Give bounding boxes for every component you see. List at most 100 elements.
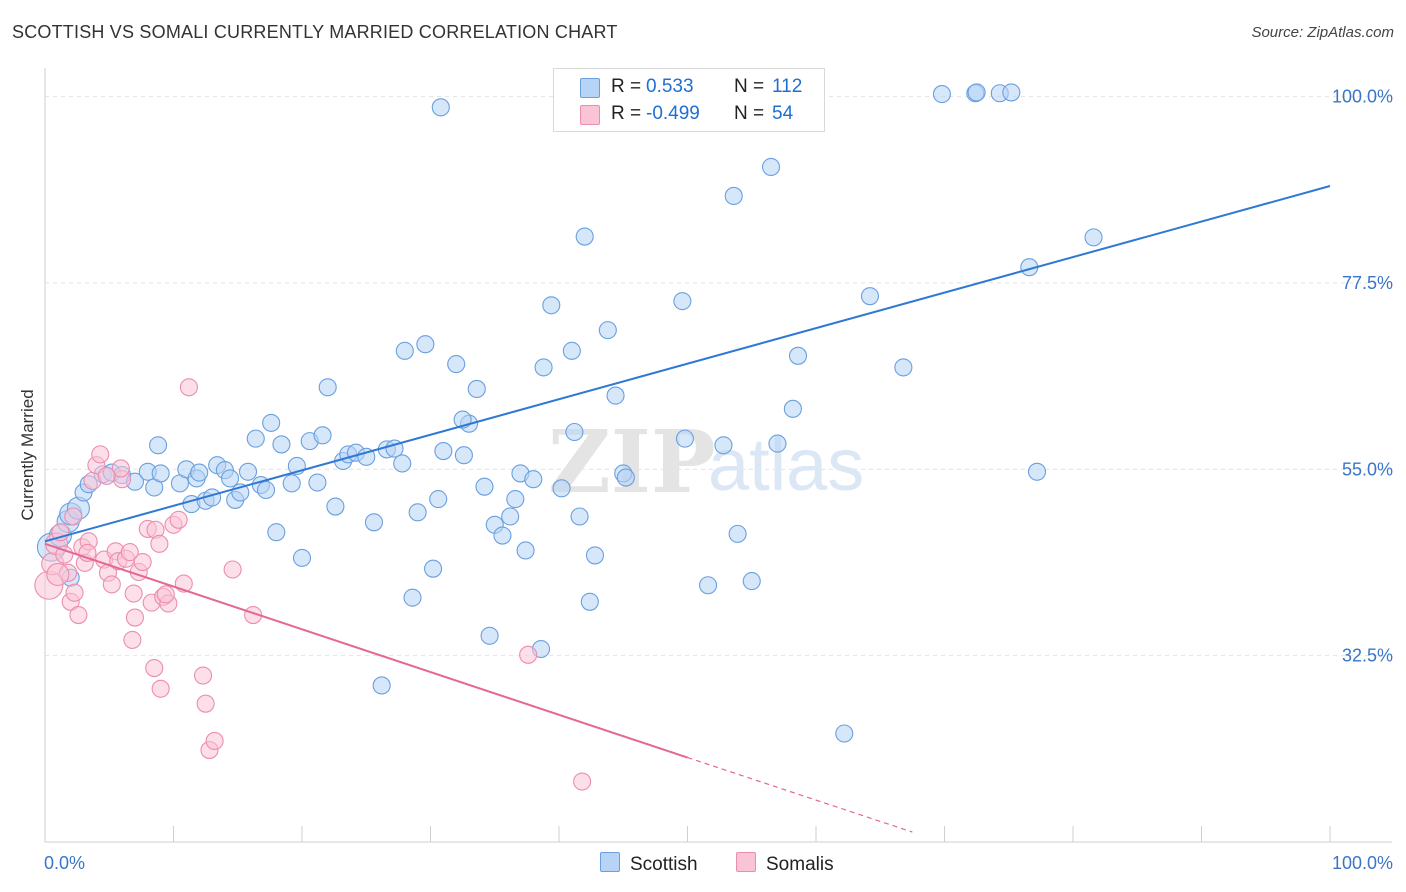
y-tick-label: 55.0% [1342, 459, 1393, 479]
scottish-point [724, 186, 743, 206]
somalis-point [573, 772, 592, 791]
legend-label-scottish: Scottish [630, 854, 698, 875]
scottish-point [788, 346, 808, 365]
scottish-point [267, 523, 286, 542]
scottish-point [246, 429, 265, 448]
somalis-point [46, 562, 70, 587]
source-label: Source: ZipAtlas.com [1251, 24, 1394, 41]
scottish-point [357, 447, 376, 466]
scottish-point [447, 355, 466, 374]
scottish-point [434, 442, 453, 461]
scottish-point [238, 462, 258, 481]
scottish-point [524, 470, 543, 489]
somalis-point [150, 534, 169, 553]
scottish-point [190, 463, 209, 482]
scottish-point [454, 446, 473, 465]
scottish-point [598, 321, 617, 340]
r-label: R = [611, 76, 642, 97]
somalis-point [120, 543, 139, 562]
scottish-point [768, 434, 787, 453]
scottish-point [575, 227, 594, 246]
scottish-point [516, 541, 535, 560]
y-tick-label: 100.0% [1332, 87, 1393, 107]
somalis-swatch [580, 105, 600, 125]
scottish-point [835, 724, 854, 743]
scottish-points [36, 83, 1103, 743]
scottish-point [256, 480, 276, 500]
scottish-point [364, 513, 384, 532]
somalis-point [194, 666, 213, 685]
scottish-point [475, 477, 494, 496]
r-label: R = [611, 103, 642, 124]
watermark-atlas: atlas [708, 423, 864, 506]
somalis-point [145, 659, 164, 678]
somalis-point [196, 694, 215, 713]
scottish-point [565, 422, 584, 442]
scottish-point [151, 464, 170, 483]
scottish-point [326, 497, 345, 516]
scottish-point [282, 474, 301, 493]
somalis-point [179, 378, 198, 397]
legend-label-somalis: Somalis [766, 854, 834, 875]
scottish-point [570, 507, 589, 526]
legend-item-scottish[interactable]: Scottish [600, 852, 698, 876]
somalis-point [97, 466, 116, 485]
scottish-point [542, 296, 561, 315]
scottish-point [308, 473, 327, 492]
scottish-point [552, 479, 571, 498]
n-value: 54 [772, 103, 794, 124]
scottish-point [728, 524, 747, 543]
n-label: N = [734, 103, 765, 124]
scottish-point [783, 399, 802, 418]
somalis-point [65, 583, 84, 602]
chart-title: SCOTTISH VS SOMALI CURRENTLY MARRIED COR… [12, 22, 618, 42]
scottish-point [714, 436, 733, 455]
somalis-point [111, 459, 130, 478]
somalis-point [205, 731, 224, 751]
somalis-point [55, 545, 74, 564]
scottish-point [395, 341, 414, 360]
n-label: N = [734, 76, 765, 97]
scottish-point [493, 526, 512, 545]
scottish-point [292, 548, 312, 567]
scottish-point [1084, 228, 1103, 247]
scottish-point [606, 386, 625, 405]
scottish-point [1002, 83, 1021, 102]
scottish-point [431, 98, 450, 117]
scottish-point [562, 341, 581, 360]
somalis-trend-extension [687, 756, 913, 833]
x-tick-label: 0.0% [44, 853, 85, 873]
scottish-swatch [580, 78, 600, 98]
scottish-point [313, 426, 332, 445]
scottish-point [506, 490, 525, 509]
scottish-point [429, 490, 448, 509]
scottish-point [894, 358, 913, 377]
scottish-point [616, 468, 635, 487]
scottish-point [272, 435, 291, 454]
scottish-point [742, 572, 761, 591]
scottish-point [761, 157, 781, 177]
scottish-point [480, 626, 499, 645]
somalis-point [124, 584, 143, 603]
scottish-point [403, 588, 422, 607]
scottish-point [408, 503, 427, 522]
scottish-point [699, 576, 718, 595]
somalis-point [223, 560, 242, 579]
legend-item-somalis[interactable]: Somalis [736, 852, 834, 876]
correlation-legend: R = 0.533 N = 112 R = -0.499 N = 54 [553, 68, 825, 132]
scottish-point [967, 83, 986, 102]
somalis-point [133, 552, 152, 572]
scottish-point [585, 546, 605, 565]
x-tick-label: 100.0% [1332, 853, 1393, 873]
watermark: ZIP atlas [548, 412, 864, 513]
scottish-point [1027, 462, 1047, 481]
scottish-swatch [600, 852, 620, 872]
gridlines [45, 96, 1392, 657]
somalis-point [125, 608, 144, 627]
scottish-point [534, 358, 553, 377]
scottish-trend-line [44, 185, 1331, 543]
axes [44, 68, 1392, 843]
y-tick-label: 32.5% [1342, 646, 1393, 666]
y-tick-label: 77.5% [1342, 273, 1393, 293]
